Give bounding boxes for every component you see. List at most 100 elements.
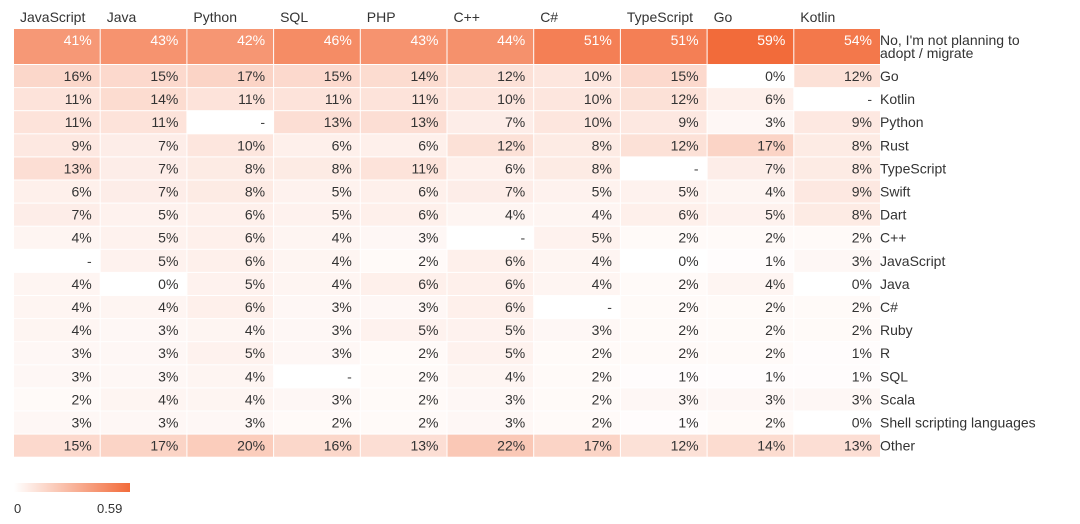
heatmap-cell [534,111,620,134]
heatmap-cell [534,249,620,272]
heatmap-cell [274,111,360,134]
cell-value-label: 4% [71,322,91,338]
heatmap-cell [274,434,360,457]
cell-value-label: 17% [584,438,612,454]
heatmap-cell [794,88,880,111]
cell-value-label: 10% [497,91,525,107]
heatmap-cell [274,203,360,226]
heatmap-cell [707,88,794,111]
cell-value-label: 2% [592,415,612,431]
heatmap-cell [447,411,534,434]
cell-value-label: 3% [332,322,352,338]
cell-value-label: - [867,91,872,107]
heatmap-cell [274,411,360,434]
cell-value-label: 4% [505,368,525,384]
heatmap-cell [187,388,274,411]
heatmap-cell [707,203,794,226]
column-header: TypeScript [627,9,693,25]
cell-value-label: 3% [418,299,438,315]
cell-value-label: 11% [412,91,439,107]
cell-value-label: 54% [844,32,872,48]
cell-value-label: 1% [852,345,872,361]
cell-value-label: 8% [852,137,872,153]
heatmap-cell [447,434,534,457]
heatmap-cell [447,134,534,157]
row-labels: No, I'm not planning to adopt / migrate Go… [880,32,1036,454]
heatmap-cell [707,249,794,272]
heatmap-cell [534,388,620,411]
heatmap-cell [14,111,100,134]
cell-value-label: 1% [678,415,698,431]
heatmap-cell [274,296,360,319]
row-label: Scala [880,391,915,407]
heatmap-cell [447,272,534,295]
heatmap-cell [14,342,100,365]
cell-value-label: 2% [765,322,785,338]
cell-value-label: 17% [237,68,265,84]
column-headers: JavaScript Java Python SQL PHP C++ C# TypeScrip… [20,9,835,25]
heatmap-cell [100,272,187,295]
heatmap-cell [187,249,274,272]
heatmap-cell [707,342,794,365]
row-label: Go [880,68,899,84]
cell-value-label: 5% [158,207,178,223]
heatmap-cell [794,365,880,388]
cell-value-label: 20% [237,438,265,454]
cell-value-label: 4% [71,276,91,292]
cell-value-label: 3% [332,391,352,407]
cell-value-label: 7% [505,184,525,200]
cell-value-label: 7% [71,207,91,223]
cell-value-label: 2% [592,391,612,407]
heatmap-cell [14,272,100,295]
heatmap-cell [274,65,360,88]
cell-value-label: 2% [765,230,785,246]
heatmap-cell [360,111,447,134]
cell-value-label: 6% [332,137,352,153]
cell-value-label: 15% [150,68,178,84]
row-label: SQL [880,368,908,384]
heatmap-cell [534,434,620,457]
heatmap-cell [100,111,187,134]
cell-value-label: 9% [678,114,698,130]
cell-value-label: - [260,114,265,130]
cell-value-label: 3% [852,391,872,407]
row-label: Python [880,114,924,130]
heatmap-cell [620,29,707,64]
heatmap-cell [794,388,880,411]
cell-value-label: 7% [158,137,178,153]
cell-value-label: 14% [410,68,438,84]
cell-value-label: 3% [245,415,265,431]
cell-value-label: 12% [671,438,699,454]
cell-value-label: 4% [592,276,612,292]
cell-value-label: 3% [332,345,352,361]
heatmap-cell [707,319,794,342]
cell-value-label: 7% [158,184,178,200]
heatmap-cell [620,319,707,342]
cell-value-label: 9% [852,184,872,200]
cell-value-label: 11% [65,91,92,107]
cell-value-label: 4% [332,276,352,292]
heatmap-cell [14,203,100,226]
heatmap-cell [534,180,620,203]
heatmap-cell [707,157,794,180]
cell-value-label: 6% [245,253,265,269]
heatmap-cell [794,65,880,88]
legend-min-label: 0 [14,501,21,516]
heatmap-cell [14,226,100,249]
cell-value-label: 2% [592,345,612,361]
cell-value-label: 3% [71,345,91,361]
heatmap-cell [360,157,447,180]
heatmap-cell [620,111,707,134]
heatmap-cell [620,388,707,411]
heatmap-cell [534,411,620,434]
cell-value-label: 4% [332,253,352,269]
heatmap-cell [447,388,534,411]
heatmap-cell [620,180,707,203]
cell-value-label: 8% [852,207,872,223]
cell-value-label: 4% [158,299,178,315]
heatmap-cell [274,157,360,180]
cell-value-label: 6% [765,91,785,107]
heatmap-cell [14,296,100,319]
cell-value-label: 0% [765,68,785,84]
cell-value-label: 43% [150,32,178,48]
